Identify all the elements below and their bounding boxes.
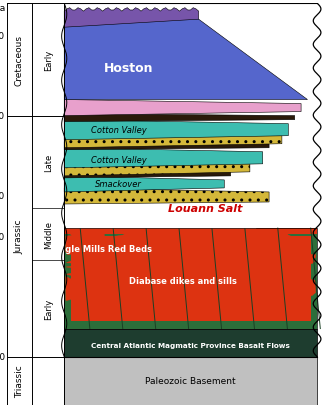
Text: Jurassic: Jurassic: [15, 219, 24, 254]
Polygon shape: [64, 357, 317, 405]
Polygon shape: [64, 189, 269, 204]
Polygon shape: [215, 230, 299, 254]
Polygon shape: [64, 171, 231, 178]
Polygon shape: [64, 133, 282, 148]
Text: Middle: Middle: [44, 220, 53, 249]
Text: Cretaceous: Cretaceous: [15, 35, 24, 85]
Polygon shape: [107, 230, 238, 255]
Text: Late: Late: [44, 153, 53, 171]
Polygon shape: [7, 4, 64, 405]
Polygon shape: [83, 281, 244, 308]
Polygon shape: [64, 229, 317, 329]
Text: Diabase dikes and sills: Diabase dikes and sills: [129, 276, 237, 285]
Text: Early: Early: [44, 298, 53, 319]
Polygon shape: [280, 277, 315, 301]
Text: 170: 170: [0, 232, 5, 241]
Text: 160: 160: [0, 192, 5, 201]
Text: Louann Salt: Louann Salt: [168, 204, 242, 213]
Text: Paleozoic Basement: Paleozoic Basement: [145, 376, 236, 385]
Text: Triassic: Triassic: [15, 364, 24, 397]
Polygon shape: [66, 277, 108, 301]
Text: 200: 200: [0, 352, 5, 361]
Polygon shape: [191, 276, 306, 300]
Polygon shape: [64, 148, 263, 169]
Polygon shape: [64, 100, 301, 116]
Polygon shape: [64, 229, 317, 234]
Text: Smackover: Smackover: [95, 180, 142, 189]
Polygon shape: [64, 114, 295, 122]
Polygon shape: [64, 20, 308, 100]
Polygon shape: [250, 243, 315, 275]
Polygon shape: [66, 231, 138, 258]
Polygon shape: [64, 120, 288, 140]
Polygon shape: [64, 329, 317, 357]
Polygon shape: [64, 184, 321, 229]
Text: Central Atlantic Magmatic Province Basalt Flows: Central Atlantic Magmatic Province Basal…: [91, 342, 290, 348]
Text: Early: Early: [44, 49, 53, 71]
Polygon shape: [64, 142, 269, 151]
Text: ma: ma: [0, 4, 5, 13]
Text: Cotton Valley: Cotton Valley: [91, 156, 147, 165]
Polygon shape: [146, 259, 280, 285]
Text: 140: 140: [0, 112, 5, 121]
Polygon shape: [64, 176, 224, 193]
Polygon shape: [71, 236, 311, 321]
Polygon shape: [64, 160, 250, 176]
Polygon shape: [64, 9, 199, 32]
Text: Hoston: Hoston: [104, 62, 153, 75]
Polygon shape: [62, 4, 321, 357]
Text: 120: 120: [0, 31, 5, 40]
Text: Cotton Valley: Cotton Valley: [91, 126, 147, 135]
Polygon shape: [66, 255, 196, 281]
Text: Eagle Mills Red Beds: Eagle Mills Red Beds: [54, 244, 151, 253]
